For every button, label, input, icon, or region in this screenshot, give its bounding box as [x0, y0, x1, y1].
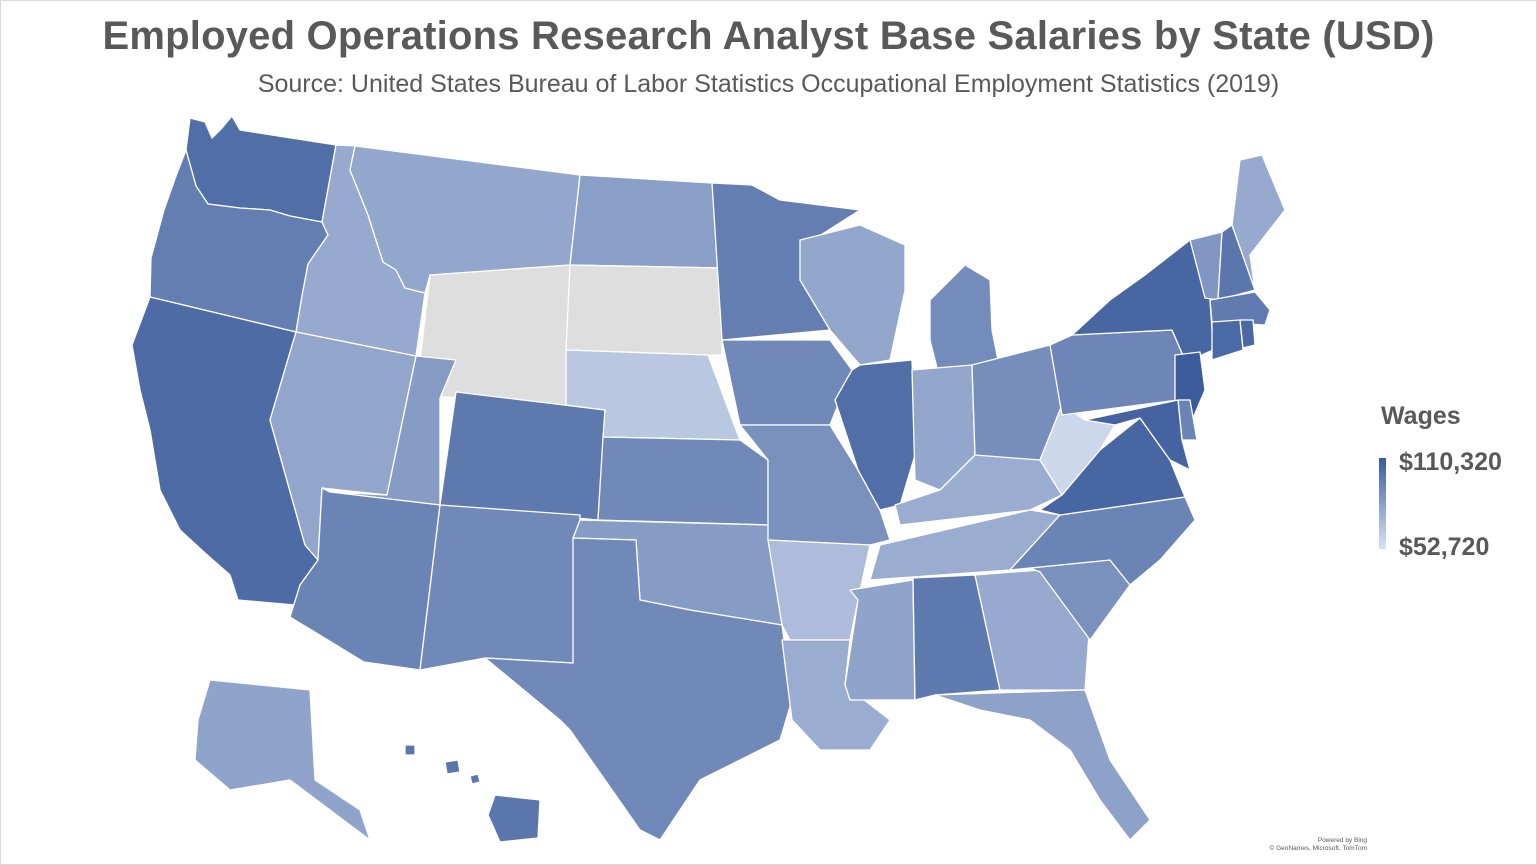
state-mo — [739, 424, 891, 546]
state-wi — [799, 224, 906, 366]
state-ak — [194, 679, 371, 841]
state-ct — [1211, 319, 1244, 361]
legend-max-label: $110,320 — [1399, 448, 1502, 476]
map-title: Employed Operations Research Analyst Bas… — [102, 14, 1435, 58]
credit-attribution: © GeoNames, Microsoft, TomTom — [1269, 845, 1368, 852]
state-md — [1084, 399, 1191, 471]
credit-powered-by: Powered by Bing — [1317, 837, 1367, 844]
state-ma — [1209, 291, 1271, 326]
legend-title: Wages — [1381, 402, 1461, 430]
map-credit: Powered by Bing © GeoNames, Microsoft, T… — [1270, 837, 1368, 853]
state-al — [912, 574, 1001, 701]
state-mi — [929, 264, 1001, 381]
legend-color-scale — [1379, 458, 1386, 549]
state-co — [439, 391, 606, 521]
state-ri — [1239, 319, 1256, 349]
legend-min-label: $52,720 — [1399, 533, 1490, 561]
state-nm — [419, 504, 581, 671]
state-ks — [597, 436, 771, 526]
state-sd — [565, 264, 723, 356]
state-fl — [934, 689, 1151, 841]
state-tx — [484, 537, 793, 841]
state-nd — [569, 174, 723, 269]
state-la — [781, 639, 891, 751]
map-subtitle: Source: United States Bureau of Labor St… — [257, 70, 1280, 98]
state-hi — [404, 744, 541, 843]
state-ia — [721, 339, 853, 426]
state-me — [1231, 154, 1286, 291]
